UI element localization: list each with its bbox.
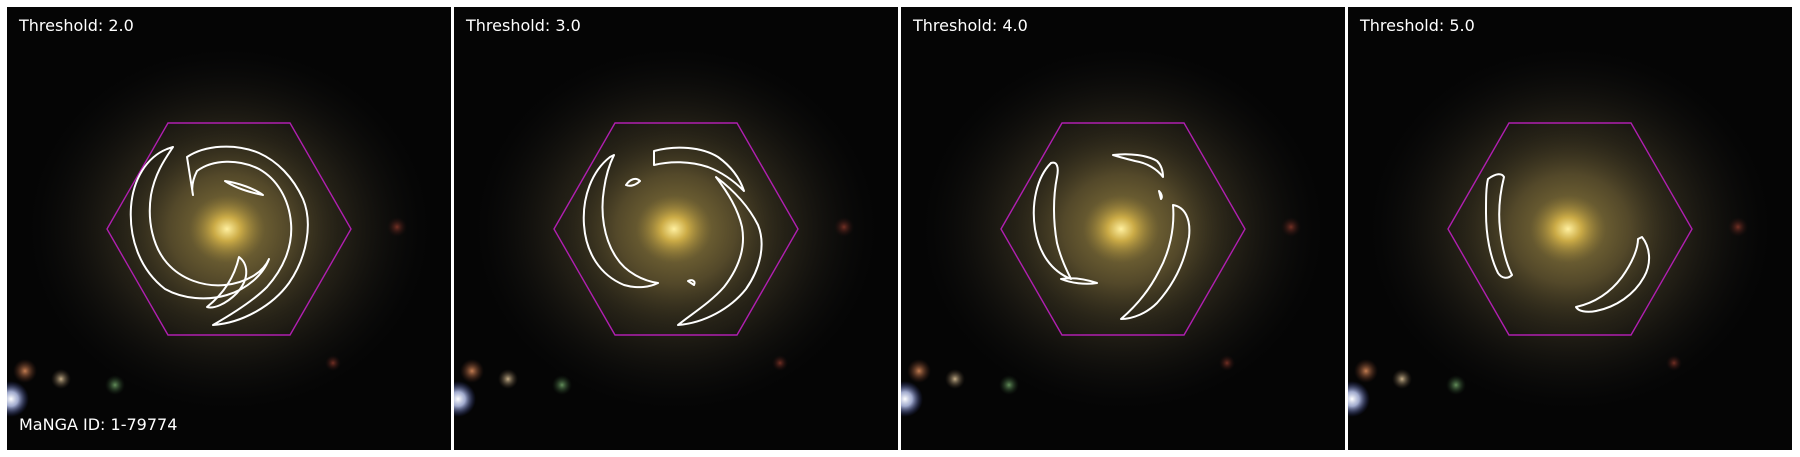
galaxy-image xyxy=(901,7,1345,450)
panel-threshold-4: Threshold: 4.0 xyxy=(901,7,1345,450)
galaxy-image xyxy=(454,7,898,450)
arm-contours xyxy=(582,146,763,326)
manga-id-label: MaNGA ID: 1-79774 xyxy=(19,415,178,434)
ifu-hexagon xyxy=(106,122,352,336)
threshold-label: Threshold: 4.0 xyxy=(913,16,1028,35)
panel-threshold-2: Threshold: 2.0 MaNGA ID: 1-79774 xyxy=(7,7,451,450)
threshold-label: Threshold: 3.0 xyxy=(466,16,581,35)
threshold-label: Threshold: 2.0 xyxy=(19,16,134,35)
galaxy-image xyxy=(7,7,451,450)
panel-threshold-5: Threshold: 5.0 xyxy=(1348,7,1792,450)
arm-contours xyxy=(1032,153,1191,320)
ifu-hexagon xyxy=(1447,122,1693,336)
arm-contours xyxy=(1485,173,1650,313)
panel-threshold-3: Threshold: 3.0 xyxy=(454,7,898,450)
threshold-label: Threshold: 5.0 xyxy=(1360,16,1475,35)
ifu-hexagon xyxy=(1000,122,1246,336)
ifu-hexagon xyxy=(553,122,799,336)
arm-contours xyxy=(129,145,309,326)
galaxy-image xyxy=(1348,7,1792,450)
